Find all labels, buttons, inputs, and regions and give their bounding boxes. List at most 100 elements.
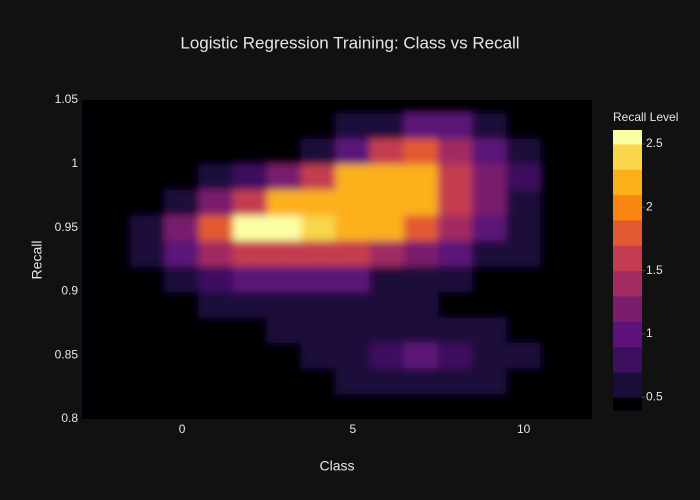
contour-cell [232,239,268,267]
contour-cell [130,239,166,267]
contour-cell [96,112,132,139]
contour-cell [232,367,268,394]
contour-cell [540,112,576,139]
colorbar-band [613,245,642,272]
contour-cell [130,316,166,343]
contour-cell [369,100,405,114]
contour-cell [574,112,592,139]
contour-cell [301,239,337,267]
contour-cell [574,239,592,267]
contour-cell [198,341,234,369]
contour-cell [369,392,405,419]
contour-cell [266,100,303,114]
colorbar-band [613,397,642,411]
contour-cell [437,265,473,292]
contour-cell [232,112,268,139]
contour-cell [369,239,405,267]
contour-cell [403,100,439,114]
contour-cell [506,137,542,165]
contour-cell [540,100,576,114]
colorbar-title: Recall Level [613,110,678,124]
contour-cell [437,100,473,114]
contour-cell [437,392,473,419]
contour-cell [164,341,200,369]
contour-cell [403,214,439,241]
contour-cell [198,188,234,216]
contour-cell [574,214,592,241]
contour-field [96,100,592,419]
contour-cell [232,163,268,190]
contour-cell [301,137,337,165]
contour-cell [403,316,439,343]
contour-cell [164,392,200,419]
colorbar: 0.5 1 1.5 2 2.5 [613,130,663,411]
contour-cell [369,265,405,292]
contour-cell [403,188,439,216]
contour-cell [266,316,303,343]
colorbar-band [613,346,642,373]
contour-cell [437,137,473,165]
contour-cell [574,265,592,292]
colorbar-band [613,295,642,322]
contour-cell [301,290,337,318]
contour-cell [335,392,371,419]
axes: 0 5 10 0.8 0.85 0.9 0.95 1 1.05 [55,92,531,436]
contour-cell [301,341,337,369]
contour-cell [506,239,542,267]
colorbar-band [613,169,642,196]
contour-cell [96,341,132,369]
contour-cell [403,112,439,139]
contour-cell [164,367,200,394]
y-tick-label: 1 [71,156,78,170]
contour-cell [130,392,166,419]
colorbar-band [613,194,642,221]
contour-cell [471,392,508,419]
contour-cell [335,265,371,292]
contour-cell [540,367,576,394]
contour-cell [506,367,542,394]
contour-cell [471,214,508,241]
contour-cell [437,316,473,343]
contour-cell [266,137,303,165]
contour-cell [437,290,473,318]
contour-cell [506,112,542,139]
contour-cell [301,316,337,343]
contour-cell [266,239,303,267]
y-tick-label: 0.9 [61,284,78,298]
contour-cell [130,214,166,241]
contour-cell [506,214,542,241]
contour-cell [369,367,405,394]
contour-cell [574,316,592,343]
x-axis-title: Class [319,458,354,474]
contour-cell [164,239,200,267]
contour-cell [437,188,473,216]
contour-cell [266,367,303,394]
contour-cell [96,290,132,318]
contour-cell [403,392,439,419]
contour-cell [266,163,303,190]
contour-cell [198,163,234,190]
contour-cell [369,188,405,216]
contour-cell [437,214,473,241]
contour-cell [96,316,132,343]
contour-cell [335,290,371,318]
contour-cell [540,290,576,318]
contour-cell [130,100,166,114]
contour-cell [130,188,166,216]
contour-cell [335,239,371,267]
contour-cell [164,112,200,139]
colorbar-tick-label: 0.5 [646,390,663,404]
contour-cell [369,112,405,139]
contour-cell [96,239,132,267]
contour-cell [471,367,508,394]
contour-cell [266,290,303,318]
x-tick-label: 5 [350,422,357,436]
contour-cell [540,214,576,241]
contour-cell [232,265,268,292]
contour-cell [198,137,234,165]
contour-cell [369,290,405,318]
contour-cell [164,265,200,292]
contour-cell [301,188,337,216]
colorbar-band [613,219,642,246]
contour-cell [471,341,508,369]
